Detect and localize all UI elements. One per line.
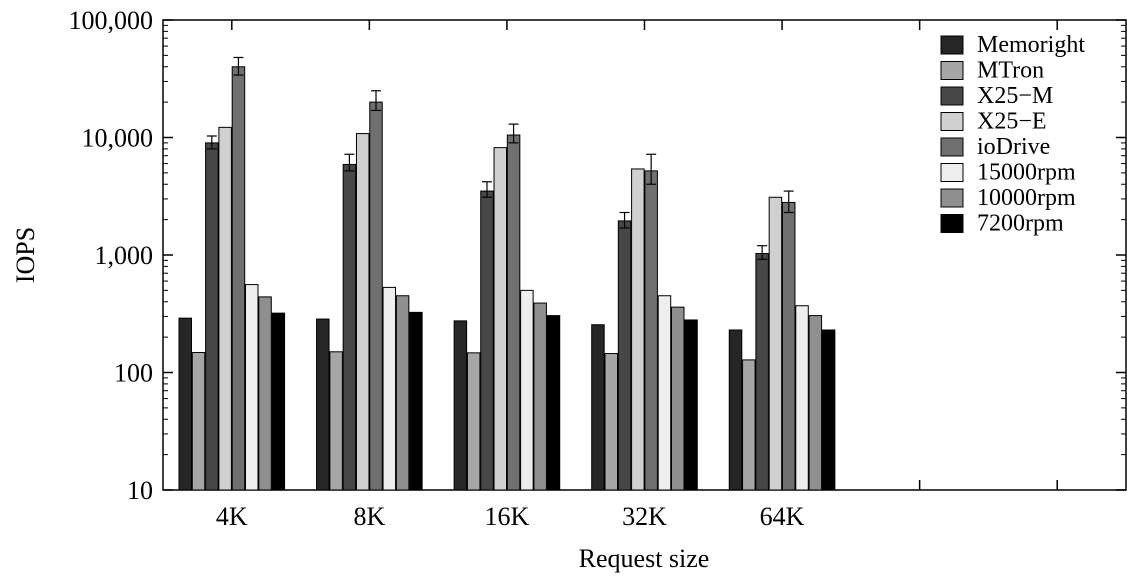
- x-axis: 4K 8K 16K 32K 64K: [216, 20, 1058, 531]
- x-tick-label: 16K: [485, 502, 530, 531]
- x-axis-title: Request size: [579, 544, 710, 573]
- legend-swatch: [940, 163, 964, 182]
- bar: [480, 190, 494, 491]
- x-tick-label: 4K: [216, 502, 248, 531]
- bar: [316, 318, 330, 491]
- bar: [466, 352, 481, 491]
- bar: [178, 317, 192, 491]
- bar-groups: [178, 66, 836, 491]
- bar: [258, 296, 272, 491]
- bar: [409, 311, 423, 491]
- bar: [728, 329, 743, 491]
- legend-label: Memoright: [977, 32, 1085, 58]
- bar: [493, 147, 508, 491]
- bar: [506, 134, 521, 491]
- bar: [821, 329, 836, 491]
- legend-swatch: [940, 61, 964, 80]
- bar: [781, 201, 796, 491]
- y-axis-title: IOPS: [11, 227, 40, 283]
- bar: [355, 133, 370, 491]
- bar: [382, 286, 397, 491]
- bar: [795, 305, 809, 491]
- bar: [644, 170, 658, 491]
- bar: [520, 289, 534, 491]
- legend-label: X25−E: [977, 109, 1047, 135]
- bar: [604, 353, 618, 491]
- x-tick-label: 32K: [622, 502, 667, 531]
- legend-label: 10000rpm: [977, 185, 1076, 211]
- y-tick-label: 100: [114, 359, 153, 388]
- legend-label: MTron: [977, 58, 1044, 84]
- bar: [369, 101, 383, 491]
- x-tick-label: 64K: [760, 502, 805, 531]
- bar: [231, 66, 246, 491]
- bar: [244, 284, 259, 491]
- bar: [657, 295, 672, 491]
- y-tick-label: 1,000: [95, 241, 154, 270]
- bar: [342, 163, 357, 491]
- bar: [808, 315, 823, 491]
- bar: [533, 302, 547, 491]
- y-tick-label: 10: [127, 476, 153, 505]
- bar: [329, 351, 343, 491]
- bar: [617, 220, 632, 491]
- legend-swatch: [940, 188, 964, 208]
- legend-label: X25−M: [977, 83, 1053, 109]
- bar: [671, 306, 685, 491]
- bar: [271, 312, 286, 491]
- bar: [395, 295, 410, 491]
- bar: [453, 320, 468, 491]
- bar: [191, 351, 206, 491]
- error-bars: [206, 56, 794, 260]
- bar: [742, 359, 756, 491]
- legend-swatch: [940, 86, 964, 106]
- bar: [546, 315, 561, 491]
- y-axis: 10 100 1,000 10,000 100,000: [69, 6, 1126, 505]
- bar: [218, 126, 232, 491]
- y-tick-label: 10,000: [82, 124, 154, 153]
- legend-swatch: [940, 137, 964, 157]
- bar: [755, 252, 769, 491]
- legend-swatch: [940, 35, 964, 55]
- legend-label: 15000rpm: [977, 160, 1076, 186]
- bar: [591, 324, 605, 491]
- bar: [684, 319, 698, 491]
- legend-label: 7200rpm: [977, 211, 1064, 237]
- x-tick-label: 8K: [353, 502, 385, 531]
- y-tick-label: 100,000: [69, 6, 154, 35]
- bar: [768, 196, 783, 491]
- legend-swatch: [940, 112, 964, 131]
- legend-swatch: [940, 214, 964, 233]
- legend-label: ioDrive: [977, 134, 1050, 160]
- legend: MemorightMTronX25−MX25−EioDrive15000rpm1…: [940, 32, 1085, 237]
- bar: [631, 168, 645, 491]
- bar: [205, 142, 219, 491]
